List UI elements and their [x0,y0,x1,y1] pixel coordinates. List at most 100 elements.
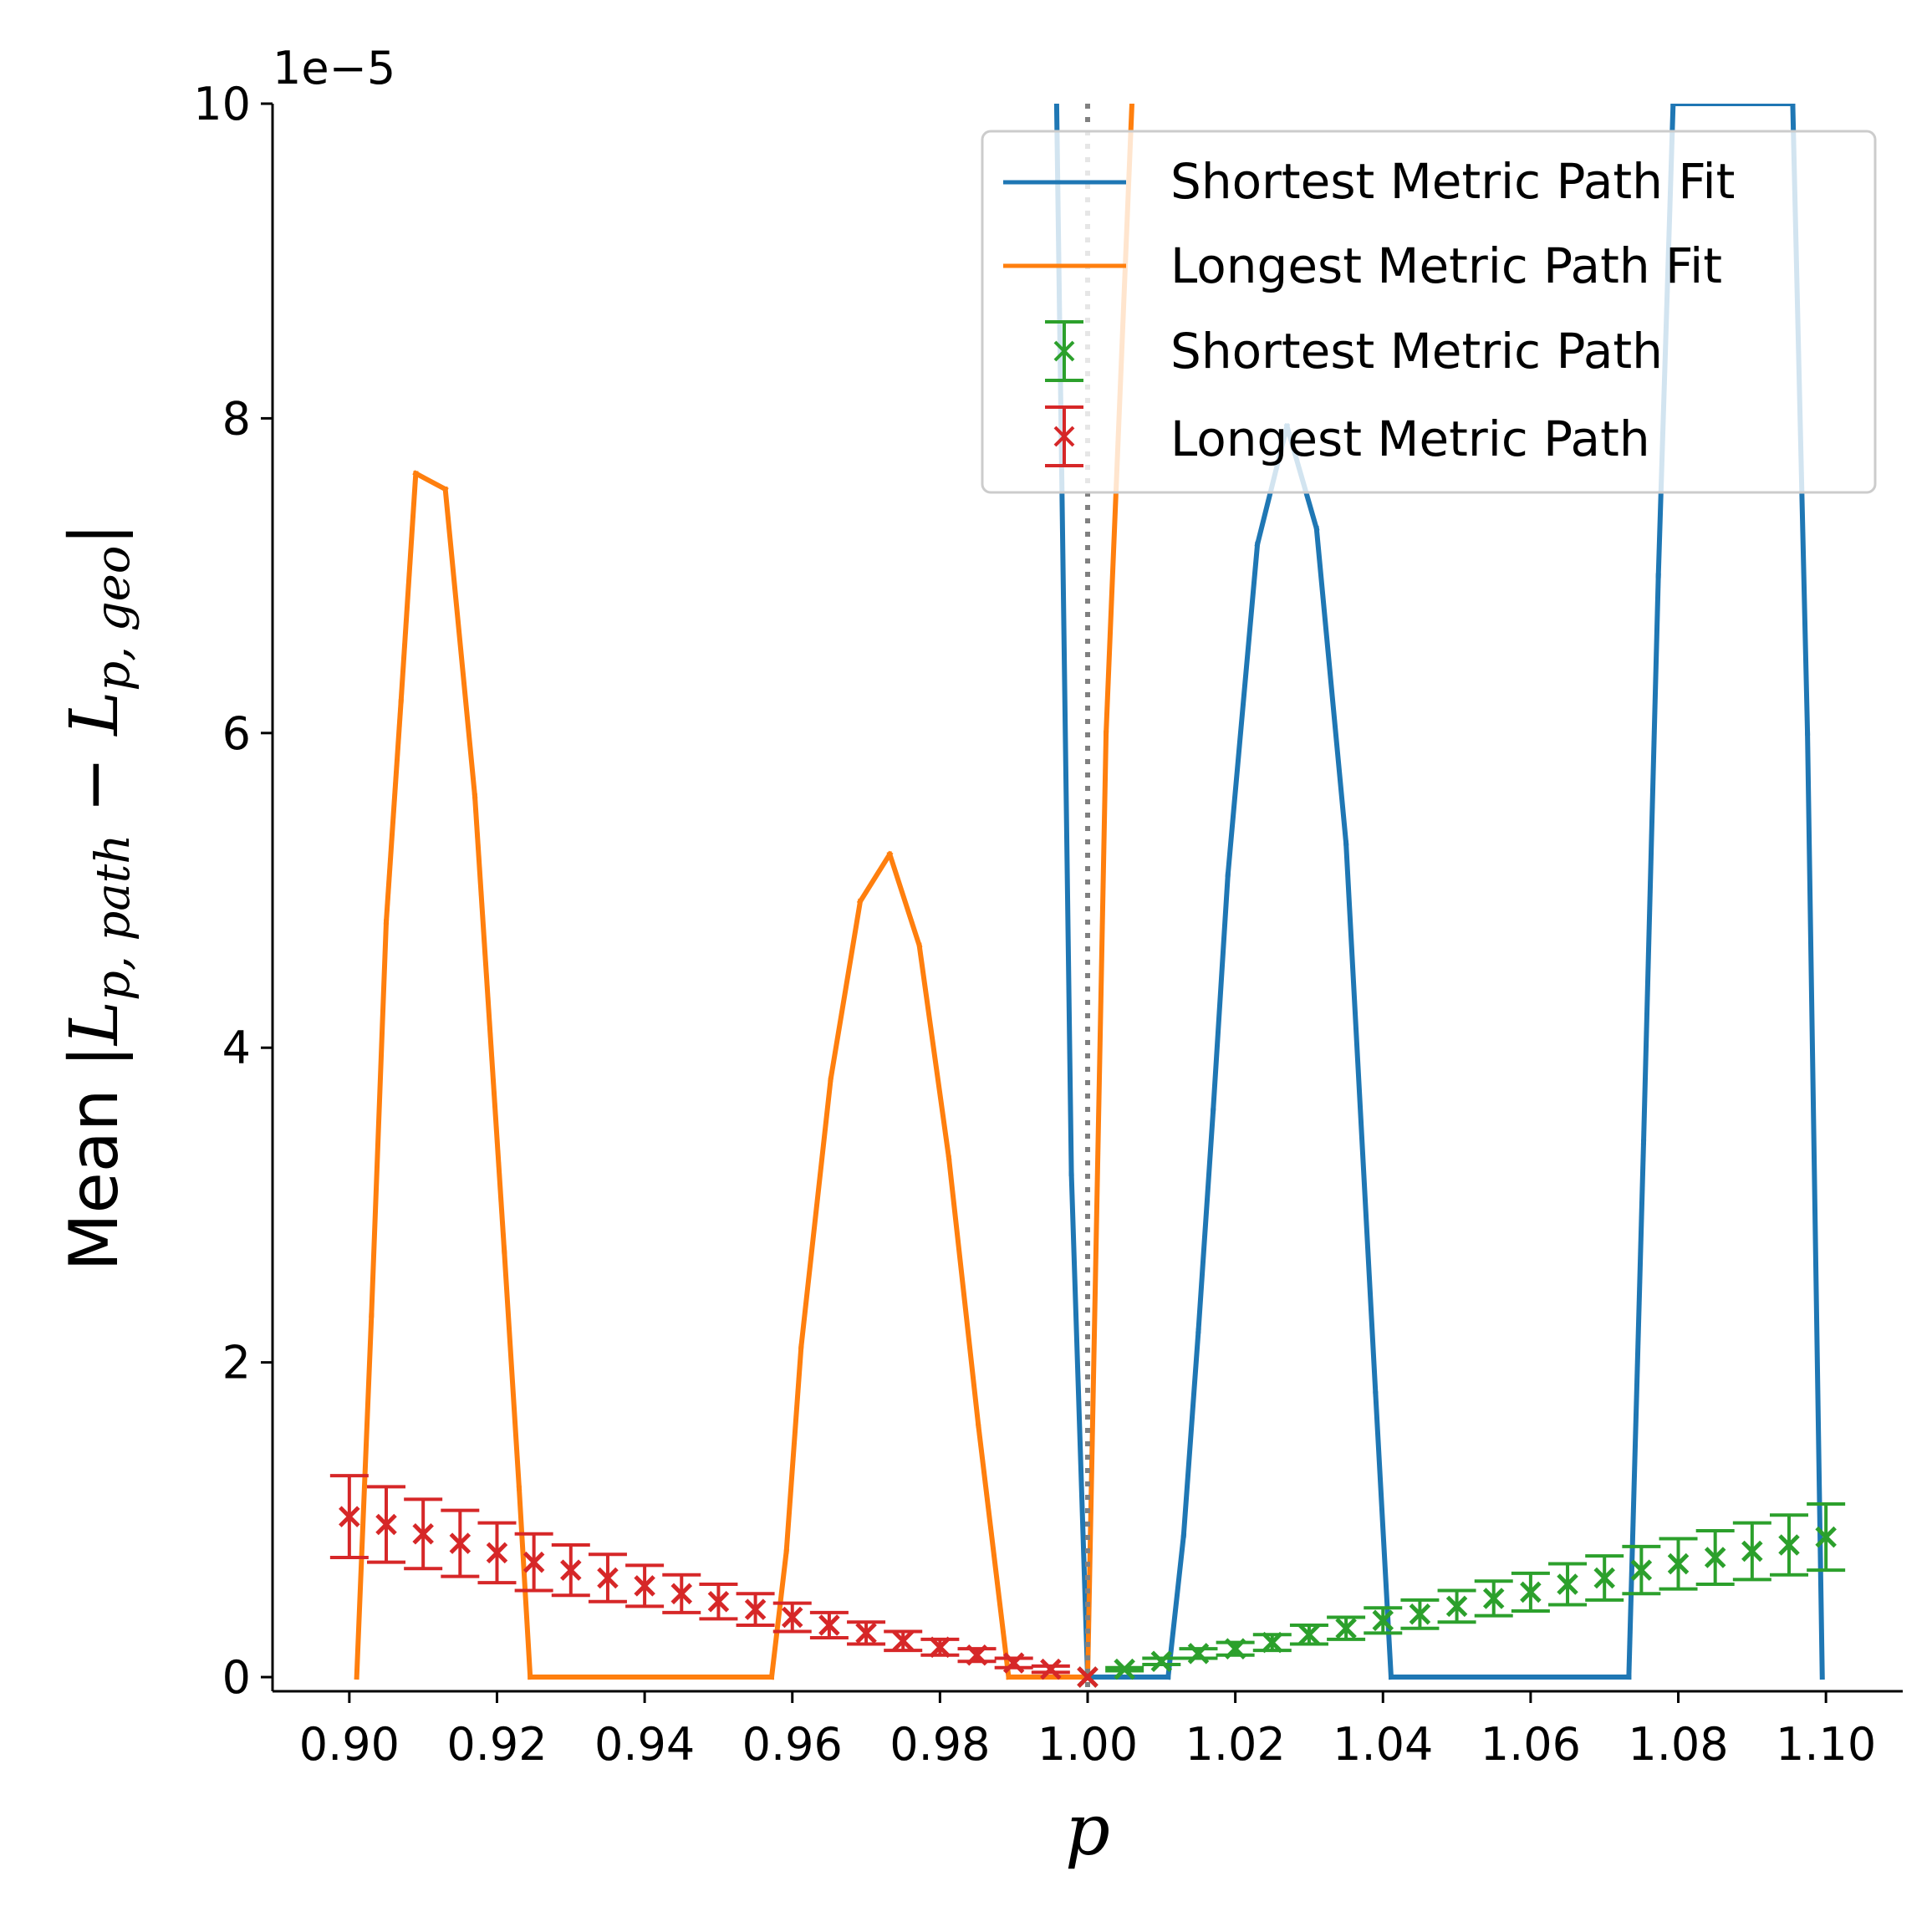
line-segment [946,1155,981,1429]
marker-stroke [929,1636,951,1659]
data-point-marker [1482,1588,1505,1609]
legend-entry-longest-path: Longest Metric Path [1045,405,1650,467]
legend-entry-longest-fit: Longest Metric Path Fit [1003,237,1722,294]
data-point-marker [1040,1658,1062,1680]
data-point-marker [1187,1643,1210,1665]
x-tick-label: 0.98 [890,1718,990,1771]
y-axis-title-sub1: p, path [86,834,140,1001]
line-segment [412,470,449,493]
line-segment [916,942,952,1161]
data-point-marker [1114,1658,1135,1680]
marker-stroke [1815,1526,1837,1548]
marker-stroke [818,1614,840,1636]
data-point-marker [1667,1552,1690,1575]
marker-stroke [449,1532,472,1554]
line-segment [1343,840,1379,1397]
line-segment [502,1249,523,1491]
marker-stroke [1704,1547,1726,1568]
legend-label: Longest Metric Path [1170,410,1650,467]
line-segment [1084,730,1109,1680]
line-segment [1195,1108,1216,1334]
data-point-marker [1704,1547,1726,1568]
line-segment [1225,541,1261,878]
series-shortest-path [1077,1502,1846,1688]
line-segment [856,850,894,905]
data-point-marker [560,1559,582,1581]
marker-stroke [1298,1624,1320,1646]
line-segment [398,471,419,705]
data-point-marker [818,1614,840,1636]
legend: Shortest Metric Path Fit Longest Metric … [981,130,1877,494]
data-point-marker [486,1542,508,1564]
data-point-marker [1372,1609,1394,1632]
marker-stroke [560,1559,582,1581]
line-segment [1068,1170,1091,1680]
data-point-marker [1224,1638,1246,1659]
data-point-marker [670,1583,693,1605]
data-point-marker [1593,1567,1615,1589]
y-axis-title-sub2: p, geo [86,546,140,691]
x-tick-label: 1.06 [1481,1718,1581,1771]
marker-stroke [892,1630,914,1652]
legend-label: Longest Metric Path Fit [1170,237,1722,294]
marker-stroke [1187,1643,1210,1665]
marker-stroke [1114,1658,1135,1680]
line-segment [783,1343,804,1554]
line-segment [768,1548,790,1680]
marker-stroke [339,1506,360,1527]
data-point-marker [1445,1595,1468,1618]
marker-stroke [744,1598,767,1620]
marker-stroke [1150,1650,1173,1673]
marker-stroke [1224,1638,1246,1659]
y-offset-text: 1e−5 [273,42,395,94]
marker-stroke [1372,1609,1394,1632]
data-point-marker [1520,1581,1542,1603]
data-point-marker [412,1523,434,1545]
line-segment [886,850,923,949]
data-point-marker [1815,1526,1837,1548]
line-segment [1805,730,1825,1680]
marker-stroke [523,1551,545,1573]
x-ticks: 0.90 0.92 0.94 0.96 0.98 1.00 1.02 1.04 1.06 1.08… [299,1691,1876,1771]
marker-stroke [1445,1595,1468,1618]
data-point-marker [707,1590,730,1613]
x-tick-label: 1.10 [1776,1718,1876,1771]
data-point-marker [1002,1652,1025,1674]
marker-stroke [597,1567,619,1589]
x-tick-label: 1.04 [1333,1718,1433,1771]
legend-label: Shortest Metric Path [1170,323,1663,380]
data-point-marker [1298,1624,1320,1646]
line-segment [1373,1391,1394,1680]
y-axis-title-suffix: | [55,523,134,546]
marker-stroke [1002,1652,1025,1674]
data-point-marker [597,1567,619,1589]
data-point-marker [892,1630,914,1652]
line-segment [828,898,864,1083]
marker-stroke [1335,1617,1357,1639]
data-point-marker [1778,1534,1800,1556]
y-tick-label: 10 [193,78,251,130]
legend-errorbar-icon [1045,405,1083,467]
x-tick-label: 1.00 [1037,1718,1138,1771]
y-tick-label: 8 [222,392,251,445]
y-axis-title: Mean |Lp, path − Lp, geo| [55,523,140,1272]
data-point-marker [523,1551,545,1573]
data-point-marker [1262,1631,1283,1654]
marker-stroke [1520,1581,1542,1603]
legend-errorbar-icon [1045,320,1083,382]
line-segment [369,919,390,1318]
legend-entry-shortest-path: Shortest Metric Path [1045,320,1663,382]
data-point-marker [1150,1650,1173,1673]
data-point-marker [375,1513,397,1536]
x-tick-label: 0.92 [446,1718,547,1771]
line-segment [442,486,478,799]
marker-stroke [707,1590,730,1613]
marker-stroke [1630,1559,1653,1581]
x-axis-title: p [1065,1789,1110,1871]
y-ticks: 0 2 4 6 8 10 [193,78,273,1704]
line-segment [1165,1532,1187,1680]
line-segment [798,1076,833,1350]
marker-stroke [1077,1666,1099,1688]
marker-stroke [781,1606,803,1629]
